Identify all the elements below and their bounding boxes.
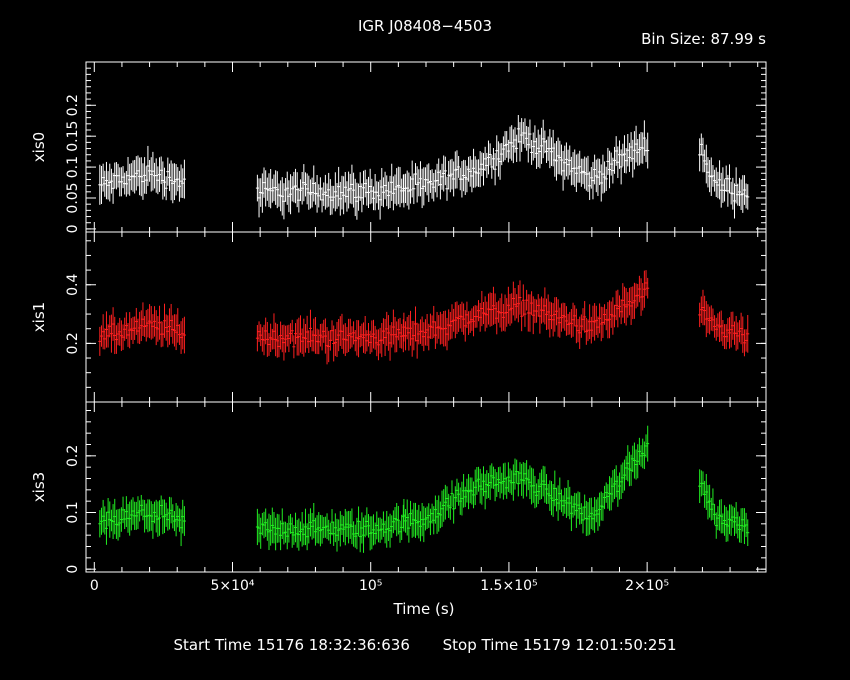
stop-time-label: Stop Time 15179 12:01:50:251: [442, 636, 677, 654]
yaxis-label-xis3: xis3: [30, 472, 48, 502]
xtick-label: 2×10⁵: [625, 578, 669, 594]
series-xis0: [98, 115, 750, 220]
time-range-footer: Start Time 15176 18:32:36:636 Stop Time …: [0, 636, 850, 654]
panel-frame-xis3: [85, 401, 767, 573]
ytick-label-xis0: 0.15: [65, 121, 81, 152]
series-xis1: [98, 270, 750, 365]
ytick-label-xis0: 0.2: [65, 94, 81, 116]
bin-size-label: Bin Size: 87.99 s: [641, 30, 766, 48]
xaxis-label: Time (s): [393, 600, 455, 618]
ytick-label-xis0: 0.1: [65, 156, 81, 178]
ytick-label-xis0: 0: [65, 224, 81, 233]
chart-title: IGR J08408−4503: [357, 17, 493, 35]
yaxis-label-xis1: xis1: [30, 302, 48, 332]
start-time-label: Start Time 15176 18:32:36:636: [173, 636, 410, 654]
xtick-label: 0: [90, 578, 99, 594]
panel-frame-xis0: [85, 61, 767, 233]
ytick-label-xis3: 0.1: [65, 501, 81, 523]
ytick-label-xis3: 0.2: [65, 445, 81, 467]
panel-frame-xis1: [85, 231, 767, 403]
ytick-label-xis0: 0.05: [65, 182, 81, 213]
yaxis-label-xis0: xis0: [30, 132, 48, 162]
ytick-label-xis1: 0.2: [65, 332, 81, 354]
xtick-label: 5×10⁴: [210, 578, 254, 594]
ytick-label-xis1: 0.4: [65, 274, 81, 296]
xtick-label: 10⁵: [359, 578, 382, 594]
series-xis3: [98, 425, 750, 553]
xtick-label: 1.5×10⁵: [480, 578, 537, 594]
ytick-label-xis3: 0: [65, 565, 81, 574]
